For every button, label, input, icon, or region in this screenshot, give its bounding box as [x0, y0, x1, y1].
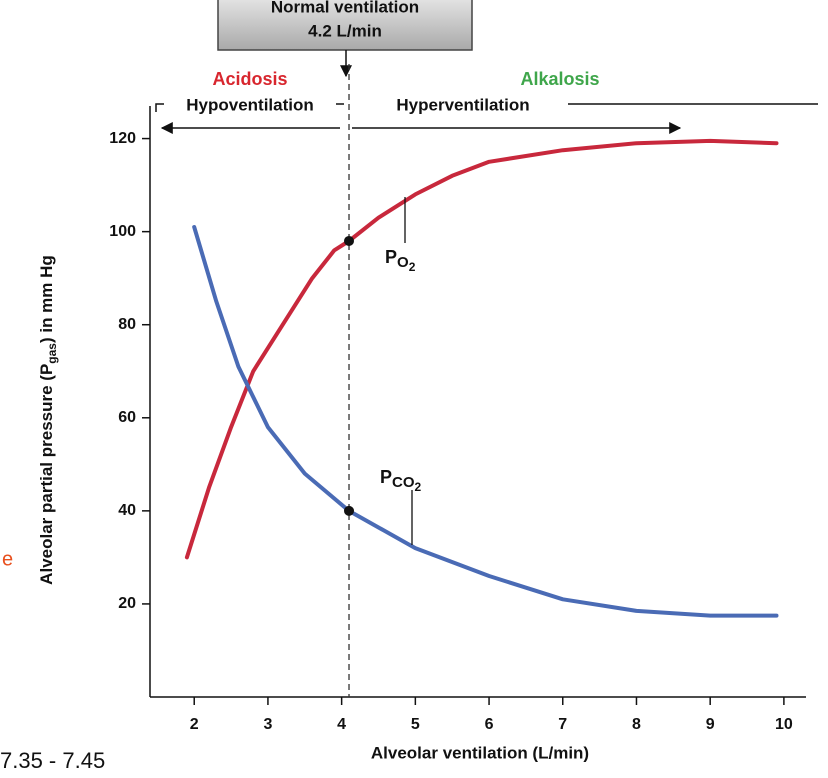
y-label-part: Alveolar partial pressure (P — [37, 364, 56, 585]
zone-label: Hyperventilation — [396, 95, 529, 114]
header-line: Normal ventilation — [271, 0, 419, 16]
y-tick-label: 40 — [118, 502, 136, 519]
zone-title: Acidosis — [212, 69, 287, 89]
x-tick-label: 10 — [775, 716, 793, 733]
x-tick-label: 4 — [337, 716, 346, 733]
zone-title: Alkalosis — [520, 69, 599, 89]
y-tick-label: 80 — [118, 316, 136, 333]
series-label-part: CO — [392, 474, 415, 491]
y-tick-label: 60 — [118, 409, 136, 426]
header-line: 4.2 L/min — [308, 21, 382, 40]
y-tick-label: 120 — [109, 130, 136, 147]
x-tick-label: 5 — [411, 716, 420, 733]
x-tick-label: 8 — [632, 716, 641, 733]
series-label-part: O — [397, 254, 409, 271]
series-label: PCO2 — [380, 467, 422, 494]
x-axis-label: Alveolar ventilation (L/min) — [371, 743, 589, 762]
header-box — [217, 0, 473, 51]
series-label-part: 2 — [415, 480, 422, 494]
series-line — [184, 138, 779, 560]
marker-point — [344, 505, 355, 516]
x-tick-label: 2 — [190, 716, 199, 733]
series-label-part: 2 — [409, 260, 416, 274]
marker-point — [344, 235, 355, 246]
series-label: PO2 — [385, 247, 416, 274]
y-label-part: ) in mm Hg — [37, 255, 56, 343]
background-fragment: e — [2, 548, 13, 570]
zone-bracket — [155, 103, 818, 112]
series-label-part: P — [385, 247, 397, 267]
zone-label: Hypoventilation — [186, 95, 314, 114]
x-tick-label: 3 — [263, 716, 272, 733]
y-axis-label: Alveolar partial pressure (Pgas) in mm H… — [37, 255, 59, 585]
background-fragment: 7.35 - 7.45 — [0, 748, 105, 773]
series-label-part: P — [380, 467, 392, 487]
x-tick-label: 9 — [706, 716, 715, 733]
series-line — [192, 225, 779, 618]
y-label-sub: gas — [45, 343, 59, 364]
x-tick-label: 6 — [485, 716, 494, 733]
x-tick-label: 7 — [558, 716, 567, 733]
y-tick-label: 20 — [118, 595, 136, 612]
y-tick-label: 100 — [109, 223, 136, 240]
